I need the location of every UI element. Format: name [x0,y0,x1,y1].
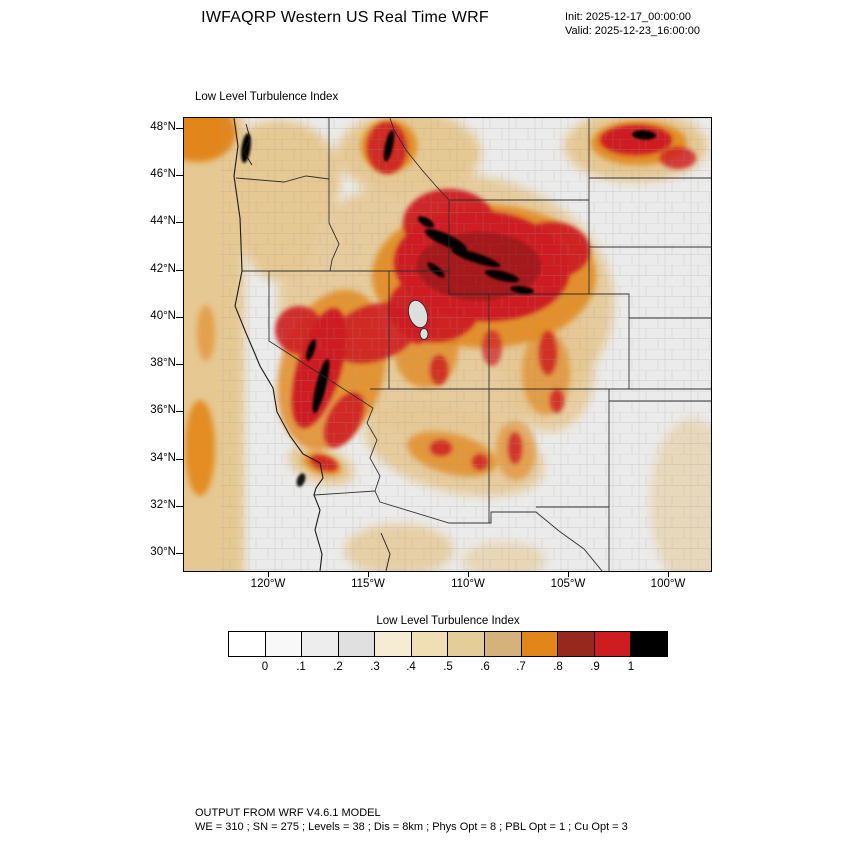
y-tick-label: 30°N [150,546,176,558]
y-tick-label: 36°N [150,404,176,416]
colorbar-cell [448,632,486,656]
x-tick [368,571,369,577]
x-tick [568,571,569,577]
x-tick-label: 120°W [250,578,286,590]
y-tick [176,222,183,223]
x-tick-label: 115°W [351,578,385,590]
y-tick [176,411,183,412]
colorbar-cell [229,632,266,656]
y-tick-label: 34°N [150,452,176,464]
footer-model-line: OUTPUT FROM WRF V4.6.1 MODEL [195,807,381,819]
turbulence-map [184,118,711,571]
colorbar-label: .8 [553,661,563,673]
y-tick [176,506,183,507]
x-tick-label: 110°W [451,578,485,590]
x-tick [268,571,269,577]
colorbar-label: 1 [627,661,635,673]
coastline [233,118,391,571]
colorbar-label: .4 [406,661,416,673]
colorbar-cell [521,632,559,656]
field-title: Low Level Turbulence Index [195,91,339,103]
colorbar-cell [594,632,632,656]
colorbar-label: .6 [480,661,490,673]
colorbar-cell [338,632,376,656]
colorbar-cell [558,632,595,656]
page-title: IWFAQRP Western US Real Time WRF [201,9,489,26]
colorbar-label: .7 [516,661,526,673]
map-plot-frame [183,117,712,572]
y-tick [176,317,183,318]
init-time: Init: 2025-12-17_00:00:00 [565,11,691,23]
colorbar-cell [265,632,303,656]
footer-config-line: WE = 310 ; SN = 275 ; Levels = 38 ; Dis … [195,821,628,833]
x-tick-label: 100°W [650,578,686,590]
y-tick [176,128,183,129]
y-tick [176,270,183,271]
y-tick [176,459,183,460]
colorbar [228,631,668,657]
y-tick [176,553,183,554]
colorbar-label: .5 [443,661,453,673]
county-boundaries [220,118,711,571]
colorbar-label: .9 [590,661,600,673]
great-salt-lake [408,299,429,340]
y-tick-label: 42°N [150,263,176,275]
colorbar-cell [375,632,412,656]
colorbar-cell [302,632,339,656]
y-tick-label: 38°N [150,357,176,369]
colorbar-label: 0 [261,661,269,673]
y-tick-label: 32°N [150,499,176,511]
colorbar-cell [411,632,449,656]
state-boundaries [235,118,711,571]
turbulence-black-layer [241,130,656,487]
valid-time: Valid: 2025-12-23_16:00:00 [565,25,700,37]
colorbar-cell [485,632,522,656]
y-tick [176,175,183,176]
y-tick [176,364,183,365]
colorbar-cell [631,632,667,656]
y-tick-label: 44°N [150,215,176,227]
colorbar-label: .3 [370,661,380,673]
model-times: Init: 2025-12-17_00:00:00 Valid: 2025-12… [565,10,700,38]
y-tick-label: 48°N [150,121,176,133]
y-tick-label: 40°N [150,310,176,322]
colorbar-title: Low Level Turbulence Index [376,615,520,627]
x-tick [668,571,669,577]
x-tick [468,571,469,577]
colorbar-label: .2 [333,661,343,673]
y-tick-label: 46°N [150,168,176,180]
x-tick-label: 105°W [550,578,586,590]
colorbar-label: .1 [296,661,306,673]
